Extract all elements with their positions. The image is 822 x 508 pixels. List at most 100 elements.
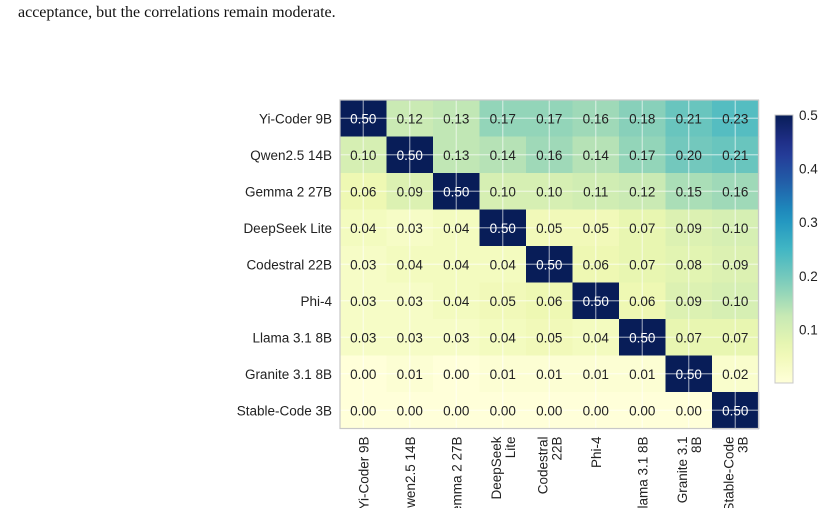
col-label: Qwen2.5 14B bbox=[403, 437, 418, 508]
cell-value-label: 0.10 bbox=[490, 184, 516, 199]
cell-value-label: 0.04 bbox=[443, 221, 470, 236]
cell-value-label: 0.00 bbox=[490, 403, 516, 418]
cell-value-label: 0.12 bbox=[629, 184, 655, 199]
row-label: DeepSeek Lite bbox=[243, 221, 332, 236]
colorbar-tick-label: 0.5 bbox=[799, 108, 818, 123]
cell-value-label: 0.17 bbox=[536, 111, 562, 126]
cell-value-label: 0.07 bbox=[629, 221, 655, 236]
col-label-line: Lite bbox=[503, 437, 518, 459]
row-label: Llama 3.1 8B bbox=[252, 330, 332, 345]
cell-value-label: 0.10 bbox=[350, 148, 376, 163]
cell-value-label: 0.16 bbox=[722, 184, 748, 199]
cell-value-label: 0.50 bbox=[629, 330, 655, 345]
cell-value-label: 0.04 bbox=[397, 257, 424, 272]
cell-value-label: 0.06 bbox=[629, 294, 655, 309]
cell-value-label: 0.50 bbox=[443, 184, 469, 199]
cell-value-label: 0.03 bbox=[397, 294, 423, 309]
cell-value-label: 0.21 bbox=[722, 148, 748, 163]
colorbar-tick-label: 0.1 bbox=[799, 322, 818, 337]
cell-value-label: 0.00 bbox=[583, 403, 609, 418]
cell-value-label: 0.21 bbox=[676, 111, 702, 126]
cell-value-label: 0.09 bbox=[722, 257, 748, 272]
cell-value-label: 0.06 bbox=[583, 257, 609, 272]
row-label: Granite 3.1 8B bbox=[245, 367, 332, 382]
col-label-line: Granite 3.1 bbox=[675, 437, 690, 504]
cell-value-label: 0.08 bbox=[676, 257, 702, 272]
heatmap-frame bbox=[339, 99, 760, 430]
cell-value-label: 0.03 bbox=[350, 294, 376, 309]
cell-value-label: 0.01 bbox=[397, 367, 423, 382]
cell-value-label: 0.50 bbox=[397, 148, 423, 163]
cell-value-label: 0.06 bbox=[350, 184, 376, 199]
cell-value-label: 0.00 bbox=[397, 403, 423, 418]
col-label-line: DeepSeek bbox=[489, 436, 504, 499]
cell-value-label: 0.16 bbox=[583, 111, 609, 126]
col-label-line: Gemma 2 27B bbox=[449, 437, 464, 508]
cell-value-label: 0.12 bbox=[397, 111, 423, 126]
colorbar bbox=[774, 114, 794, 384]
col-label: Codestral 22B bbox=[535, 437, 564, 495]
cell-value-label: 0.00 bbox=[350, 367, 376, 382]
cell-value-label: 0.14 bbox=[583, 148, 610, 163]
cell-value-label: 0.01 bbox=[490, 367, 516, 382]
cell-value-label: 0.00 bbox=[443, 367, 469, 382]
col-label-line: 3B bbox=[735, 437, 750, 454]
cell-value-label: 0.06 bbox=[536, 294, 562, 309]
cell-value-label: 0.00 bbox=[350, 403, 376, 418]
col-label: Stable-Code 3B bbox=[721, 437, 750, 508]
row-label: Yi-Coder 9B bbox=[259, 111, 332, 126]
cell-value-label: 0.01 bbox=[583, 367, 609, 382]
cell-value-label: 0.01 bbox=[536, 367, 562, 382]
cell-value-label: 0.50 bbox=[350, 111, 376, 126]
cell-value-label: 0.09 bbox=[397, 184, 423, 199]
cell-value-label: 0.17 bbox=[629, 148, 655, 163]
cell-value-label: 0.00 bbox=[676, 403, 702, 418]
colorbar-tick-label: 0.2 bbox=[799, 269, 818, 284]
cell-value-label: 0.05 bbox=[536, 330, 562, 345]
col-label-line: Yi-Coder 9B bbox=[356, 437, 371, 508]
cell-value-label: 0.50 bbox=[490, 221, 516, 236]
col-label: Phi-4 bbox=[589, 436, 604, 468]
cell-value-label: 0.05 bbox=[583, 221, 609, 236]
cell-value-label: 0.04 bbox=[490, 257, 517, 272]
col-label: Granite 3.1 8B bbox=[675, 437, 704, 504]
cell-value-label: 0.10 bbox=[536, 184, 562, 199]
col-label-line: 22B bbox=[549, 437, 564, 461]
cell-value-label: 0.07 bbox=[722, 330, 748, 345]
cell-value-label: 0.03 bbox=[397, 330, 423, 345]
colorbar-tick-label: 0.4 bbox=[799, 162, 818, 177]
cell-value-label: 0.13 bbox=[443, 111, 469, 126]
cell-value-label: 0.18 bbox=[629, 111, 655, 126]
cell-value-label: 0.04 bbox=[490, 330, 517, 345]
cell-value-label: 0.14 bbox=[490, 148, 517, 163]
cell-value-label: 0.10 bbox=[722, 294, 748, 309]
cell-value-label: 0.50 bbox=[583, 294, 609, 309]
cell-value-label: 0.00 bbox=[629, 403, 655, 418]
cell-value-label: 0.05 bbox=[536, 221, 562, 236]
cell-value-label: 0.02 bbox=[722, 367, 748, 382]
cell-value-label: 0.13 bbox=[443, 148, 469, 163]
colorbar-tick-label: 0.3 bbox=[799, 215, 818, 230]
cell-value-label: 0.07 bbox=[676, 330, 702, 345]
cell-value-label: 0.05 bbox=[490, 294, 516, 309]
cell-value-label: 0.03 bbox=[443, 330, 469, 345]
cell-value-label: 0.00 bbox=[443, 403, 469, 418]
cell-value-label: 0.09 bbox=[676, 221, 702, 236]
cell-value-label: 0.04 bbox=[350, 221, 377, 236]
cell-value-label: 0.16 bbox=[536, 148, 562, 163]
cell-value-label: 0.50 bbox=[676, 367, 702, 382]
col-label: DeepSeek Lite bbox=[489, 436, 518, 499]
row-label: Stable-Code 3B bbox=[237, 403, 332, 418]
cell-value-label: 0.04 bbox=[583, 330, 610, 345]
col-label: Llama 3.1 8B bbox=[635, 437, 650, 508]
cell-value-label: 0.10 bbox=[722, 221, 748, 236]
row-label: Qwen2.5 14B bbox=[250, 148, 332, 163]
cell-value-label: 0.50 bbox=[536, 257, 562, 272]
cell-value-label: 0.03 bbox=[397, 221, 423, 236]
cell-value-label: 0.01 bbox=[629, 367, 655, 382]
cell-value-label: 0.03 bbox=[350, 257, 376, 272]
col-label: Gemma 2 27B bbox=[449, 437, 464, 508]
cell-value-label: 0.00 bbox=[536, 403, 562, 418]
col-label-line: Stable-Code bbox=[721, 437, 736, 508]
